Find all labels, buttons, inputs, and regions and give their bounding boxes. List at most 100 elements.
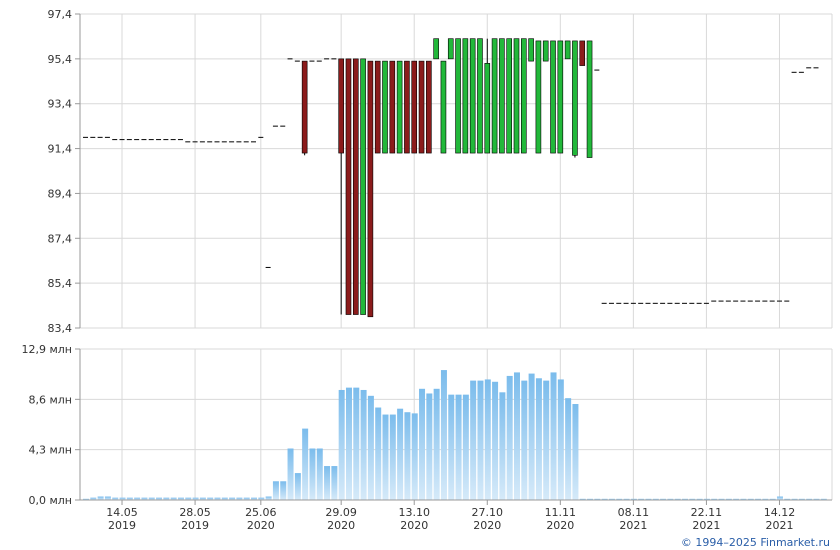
- candle-down: [374, 60, 381, 154]
- price-tick-label: 87,4: [48, 232, 73, 245]
- candle-up: [382, 60, 388, 154]
- x-tick-label-date: 29.09: [325, 506, 357, 519]
- volume-bar: [353, 387, 360, 500]
- x-tick-label-date: 11.11: [545, 506, 577, 519]
- candle-up: [440, 60, 447, 154]
- volume-bar: [645, 498, 652, 500]
- x-tick-label-year: 2019: [108, 519, 136, 532]
- volume-bar: [207, 497, 214, 500]
- volume-bar: [813, 498, 820, 500]
- volume-bar: [221, 497, 228, 500]
- volume-tick-label: 4,3 млн: [28, 444, 72, 457]
- candle-up: [520, 38, 527, 154]
- volume-bar: [784, 498, 791, 500]
- price-tick-label: 93,4: [48, 98, 73, 111]
- volume-bar: [762, 498, 769, 500]
- price-tick-label: 95,4: [48, 53, 73, 66]
- x-tick-label-year: 2021: [619, 519, 647, 532]
- volume-bar: [820, 498, 827, 500]
- volume-bar: [638, 498, 645, 500]
- volume-bar: [404, 412, 411, 500]
- candle-down: [411, 60, 418, 154]
- volume-bar: [535, 378, 542, 500]
- volume-bar: [90, 497, 97, 500]
- candle-up: [506, 38, 512, 154]
- volume-bar: [126, 497, 133, 500]
- x-tick-label-date: 14.05: [106, 506, 138, 519]
- candle-down: [418, 60, 425, 154]
- price-series: [83, 38, 819, 318]
- x-tick-label-date: 08.11: [618, 506, 650, 519]
- x-tick-label-year: 2020: [327, 519, 355, 532]
- volume-bar: [104, 496, 111, 500]
- volume-bar: [477, 380, 484, 500]
- volume-bar: [499, 392, 506, 500]
- candle-up: [477, 38, 483, 154]
- volume-bar: [397, 408, 404, 500]
- volume-bar: [513, 372, 520, 500]
- volume-bar: [258, 497, 265, 500]
- x-tick-label-year: 2020: [546, 519, 574, 532]
- candle-down: [345, 58, 352, 315]
- volume-bar: [806, 498, 813, 500]
- volume-tick-label: 0,0 млн: [28, 494, 72, 507]
- volume-tick-label: 8,6 млн: [28, 393, 72, 406]
- candle-down: [338, 58, 344, 154]
- volume-bar: [419, 388, 426, 500]
- candle-up: [513, 38, 520, 154]
- volume-bar: [163, 497, 170, 500]
- volume-bar: [528, 373, 535, 500]
- volume-bar: [272, 481, 279, 500]
- volume-bar: [696, 498, 703, 500]
- volume-tick-label: 12,9 млн: [21, 343, 72, 356]
- volume-bar: [345, 387, 352, 500]
- volume-bar: [667, 498, 674, 500]
- volume-bar: [601, 498, 608, 500]
- volume-bar: [674, 498, 681, 500]
- volume-bar: [587, 498, 594, 500]
- candle-up: [462, 38, 469, 154]
- copyright-credit[interactable]: © 1994–2025 Finmarket.ru: [681, 536, 830, 549]
- volume-bar: [433, 388, 440, 500]
- volume-bar: [119, 497, 126, 500]
- candle-up: [499, 38, 505, 154]
- volume-bar: [484, 379, 491, 500]
- volume-bar: [740, 498, 747, 500]
- candle-down: [426, 60, 432, 154]
- volume-bar: [170, 497, 177, 500]
- candle-up: [542, 40, 549, 62]
- volume-bar: [616, 498, 623, 500]
- volume-bar: [594, 498, 601, 500]
- price-tick-label: 97,4: [48, 8, 73, 21]
- volume-bar: [557, 379, 564, 500]
- volume-bar: [309, 448, 316, 500]
- volume-bar: [287, 448, 294, 500]
- candle-up: [447, 38, 454, 60]
- volume-bar: [769, 498, 776, 500]
- volume-bar: [177, 497, 184, 500]
- volume-bar: [338, 389, 345, 500]
- volume-bar: [733, 498, 740, 500]
- volume-bar: [112, 497, 119, 500]
- volume-bar: [608, 498, 615, 500]
- volume-series: [83, 370, 827, 500]
- candle-up: [433, 38, 439, 60]
- volume-bar: [280, 481, 287, 500]
- volume-bar: [455, 394, 462, 500]
- volume-bar: [492, 381, 499, 500]
- volume-bar: [411, 413, 418, 500]
- volume-bar: [711, 498, 718, 500]
- candle-up: [535, 40, 542, 154]
- volume-bar: [506, 375, 513, 500]
- volume-bar: [251, 497, 258, 500]
- x-tick-label-date: 14.12: [764, 506, 796, 519]
- x-tick-label-date: 13.10: [398, 506, 430, 519]
- volume-bar: [521, 380, 528, 500]
- volume-bar: [543, 380, 550, 500]
- volume-bar: [185, 497, 192, 500]
- candle-up: [586, 40, 593, 158]
- volume-bar: [565, 398, 572, 500]
- x-tick-label-year: 2019: [181, 519, 209, 532]
- volume-bar: [265, 496, 272, 500]
